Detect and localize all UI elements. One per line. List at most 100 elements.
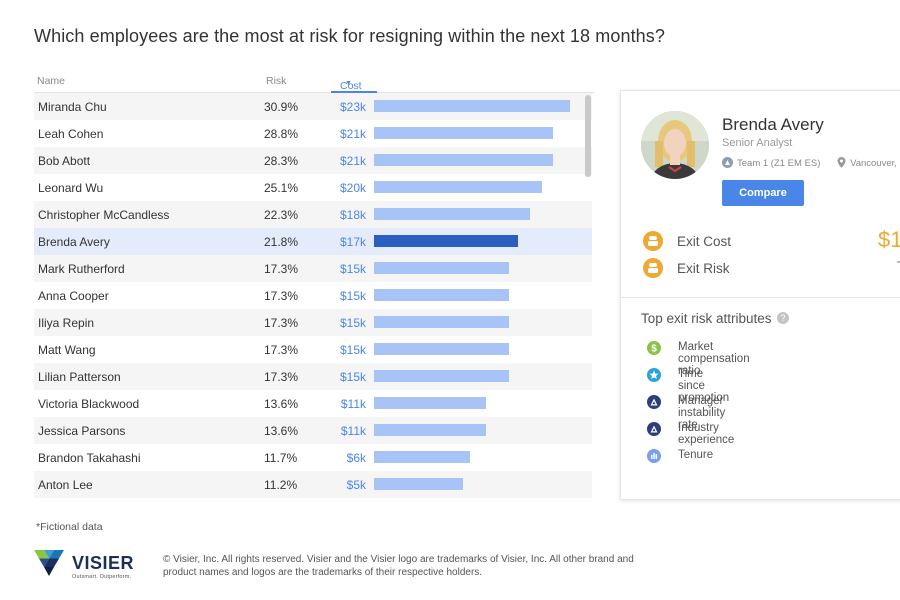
exit-risk-stat: Exit Risk — [643, 258, 730, 281]
attribute-label: Tenure — [678, 449, 713, 461]
team-icon — [722, 157, 733, 171]
svg-text:?: ? — [780, 313, 785, 323]
avatar — [641, 111, 709, 179]
column-header-name[interactable]: Name — [37, 75, 65, 87]
employee-risk: 13.6% — [264, 424, 298, 438]
employee-name: Matt Wang — [38, 343, 96, 357]
employee-risk: 17.3% — [264, 289, 298, 303]
profile-location: Vancouver, B — [850, 158, 900, 169]
employee-cost: $15k — [330, 289, 366, 303]
employee-name: Victoria Blackwood — [38, 397, 139, 411]
employee-risk: 17.3% — [264, 343, 298, 357]
employee-name: Brandon Takahashi — [38, 451, 141, 465]
exit-cost-value: $1 — [878, 227, 900, 253]
table-body: Miranda Chu 30.9% $23k Leah Cohen 28.8% $21k B… — [34, 93, 594, 498]
employee-cost: $23k — [330, 100, 366, 114]
employee-cost: $15k — [330, 316, 366, 330]
employee-cost: $11k — [330, 424, 366, 438]
attributes-title: Top exit risk attributes? — [641, 311, 789, 327]
table-row[interactable]: Bob Abott 28.3% $21k — [34, 147, 592, 174]
employee-risk: 28.3% — [264, 154, 298, 168]
employee-risk: 13.6% — [264, 397, 298, 411]
employee-name: Miranda Chu — [38, 100, 107, 114]
exit-risk-icon — [643, 258, 663, 281]
exit-cost-icon — [643, 231, 663, 254]
employee-cost: $15k — [330, 262, 366, 276]
employee-cost: $15k — [330, 370, 366, 384]
table-row[interactable]: Leonard Wu 25.1% $20k — [34, 174, 592, 201]
employee-cost: $6k — [330, 451, 366, 465]
triangle-icon — [647, 422, 661, 439]
table-row[interactable]: Anna Cooper 17.3% $15k — [34, 282, 592, 309]
table-scrollbar[interactable] — [585, 95, 591, 177]
table-row[interactable]: Brandon Takahashi 11.7% $6k — [34, 444, 592, 471]
card-divider — [621, 297, 900, 298]
cost-bar — [374, 424, 486, 436]
logo-wordmark: VISIER — [72, 553, 134, 574]
table-row[interactable]: Leah Cohen 28.8% $21k — [34, 120, 592, 147]
employee-cost: $11k — [330, 397, 366, 411]
cost-bar — [374, 235, 518, 247]
employee-name: Lilian Patterson — [38, 370, 121, 384]
profile-role: Senior Analyst — [722, 137, 792, 149]
dollar-icon: $ — [647, 341, 661, 358]
cost-bar — [374, 451, 470, 463]
employee-name: Bob Abott — [38, 154, 90, 168]
employee-name: Jessica Parsons — [38, 424, 125, 438]
employee-cost: $17k — [330, 235, 366, 249]
table-header: Name Risk Cost ▼ — [34, 70, 594, 93]
cost-bar — [374, 289, 509, 301]
table-row[interactable]: Christopher McCandless 22.3% $18k — [34, 201, 592, 228]
attributes-title-label: Top exit risk attributes — [641, 311, 772, 326]
cost-bar — [374, 316, 509, 328]
employee-name: Iliya Repin — [38, 316, 94, 330]
table-row[interactable]: Victoria Blackwood 13.6% $11k — [34, 390, 592, 417]
visier-logo-icon — [34, 550, 64, 581]
employee-risk: 25.1% — [264, 181, 298, 195]
sort-descending-icon: ▼ — [345, 80, 352, 87]
employee-risk: 30.9% — [264, 100, 298, 114]
table-row[interactable]: Mark Rutherford 17.3% $15k — [34, 255, 592, 282]
triangle-icon — [647, 395, 661, 412]
employee-risk: 11.2% — [264, 478, 297, 492]
cost-bar — [374, 397, 486, 409]
compare-button[interactable]: Compare — [722, 180, 804, 206]
cost-bar — [374, 127, 553, 139]
table-row[interactable]: Anton Lee 11.2% $5k — [34, 471, 592, 498]
employee-risk: 21.8% — [264, 235, 298, 249]
profile-team: Team 1 (Z1 EM ES) — [737, 158, 820, 169]
employee-name: Christopher McCandless — [38, 208, 169, 222]
logo-tagline: Outsmart. Outperform. — [72, 574, 131, 580]
cost-bar — [374, 478, 463, 490]
table-row[interactable]: Miranda Chu 30.9% $23k — [34, 93, 592, 120]
employee-cost: $5k — [330, 478, 366, 492]
star-icon — [647, 368, 661, 385]
bars-icon — [647, 449, 661, 466]
employee-name: Leonard Wu — [38, 181, 103, 195]
employee-cost: $20k — [330, 181, 366, 195]
employee-risk-table: Name Risk Cost ▼ Miranda Chu 30.9% $23k Leah… — [34, 70, 594, 498]
profile-name: Brenda Avery — [722, 115, 824, 135]
attribute-label: Industry experience — [678, 422, 734, 446]
employee-risk: 28.8% — [264, 127, 298, 141]
employee-name: Mark Rutherford — [38, 262, 125, 276]
avatar-photo-icon — [641, 111, 709, 179]
cost-bar — [374, 154, 553, 166]
employee-risk: 17.3% — [264, 370, 298, 384]
cost-bar — [374, 181, 542, 193]
svg-text:$: $ — [651, 344, 657, 355]
table-row[interactable]: Brenda Avery 21.8% $17k — [34, 228, 592, 255]
footnote: *Fictional data — [36, 521, 103, 533]
employee-name: Anton Lee — [38, 478, 93, 492]
cost-bar — [374, 100, 570, 112]
help-icon[interactable]: ? — [777, 312, 789, 327]
table-row[interactable]: Iliya Repin 17.3% $15k — [34, 309, 592, 336]
table-row[interactable]: Jessica Parsons 13.6% $11k — [34, 417, 592, 444]
table-row[interactable]: Matt Wang 17.3% $15k — [34, 336, 592, 363]
table-row[interactable]: Lilian Patterson 17.3% $15k — [34, 363, 592, 390]
cost-bar — [374, 343, 509, 355]
column-header-risk[interactable]: Risk — [266, 75, 286, 87]
profile-meta: Team 1 (Z1 EM ES) Vancouver, B — [722, 157, 900, 171]
employee-name: Brenda Avery — [38, 235, 110, 249]
employee-cost: $21k — [330, 154, 366, 168]
